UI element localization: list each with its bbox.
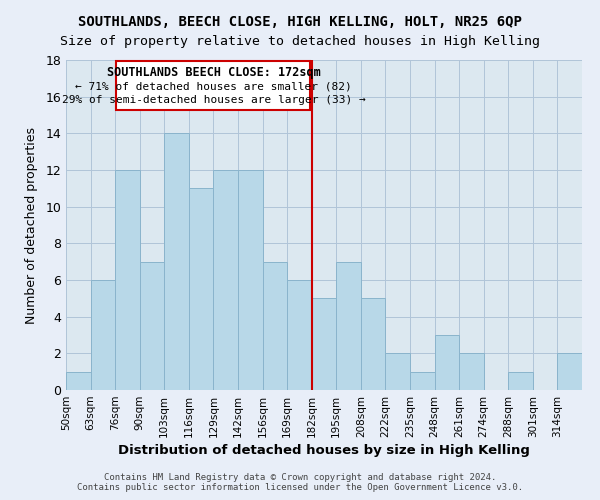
- Bar: [557, 354, 582, 390]
- Bar: [434, 335, 459, 390]
- Text: 29% of semi-detached houses are larger (33) →: 29% of semi-detached houses are larger (…: [62, 95, 365, 105]
- Text: Size of property relative to detached houses in High Kelling: Size of property relative to detached ho…: [60, 35, 540, 48]
- Bar: [115, 170, 140, 390]
- Bar: [312, 298, 336, 390]
- Bar: [140, 262, 164, 390]
- Text: Contains HM Land Registry data © Crown copyright and database right 2024.
Contai: Contains HM Land Registry data © Crown c…: [77, 473, 523, 492]
- Bar: [385, 354, 410, 390]
- X-axis label: Distribution of detached houses by size in High Kelling: Distribution of detached houses by size …: [118, 444, 530, 457]
- Bar: [336, 262, 361, 390]
- Bar: [189, 188, 214, 390]
- Bar: [238, 170, 263, 390]
- Bar: [263, 262, 287, 390]
- Text: ← 71% of detached houses are smaller (82): ← 71% of detached houses are smaller (82…: [75, 81, 352, 91]
- Bar: [66, 372, 91, 390]
- Bar: [214, 170, 238, 390]
- Text: SOUTHLANDS, BEECH CLOSE, HIGH KELLING, HOLT, NR25 6QP: SOUTHLANDS, BEECH CLOSE, HIGH KELLING, H…: [78, 15, 522, 29]
- Text: SOUTHLANDS BEECH CLOSE: 172sqm: SOUTHLANDS BEECH CLOSE: 172sqm: [107, 66, 320, 80]
- Bar: [164, 134, 189, 390]
- Bar: [459, 354, 484, 390]
- Bar: [508, 372, 533, 390]
- Y-axis label: Number of detached properties: Number of detached properties: [25, 126, 38, 324]
- FancyBboxPatch shape: [116, 61, 310, 110]
- Bar: [91, 280, 115, 390]
- Bar: [410, 372, 434, 390]
- Bar: [287, 280, 312, 390]
- Bar: [361, 298, 385, 390]
